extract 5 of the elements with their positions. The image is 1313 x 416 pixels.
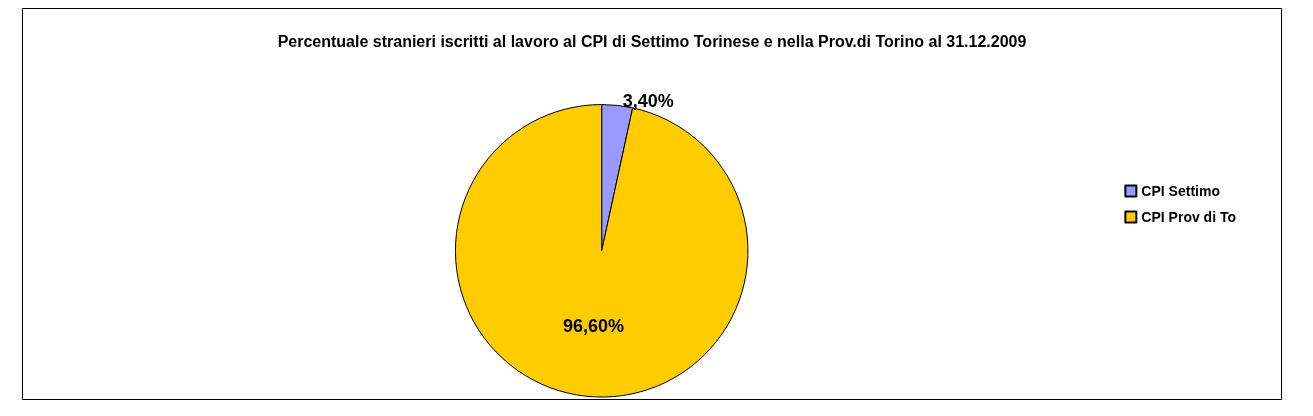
data-label: 3,40% <box>622 91 674 112</box>
legend-label: CPI Settimo <box>1141 183 1220 199</box>
chart-title: Percentuale stranieri iscritti al lavoro al CPI di Settimo Torinese e nella Prov.di Torino al 31.12.2009 <box>277 32 1027 50</box>
data-label: 96,60% <box>563 316 625 337</box>
legend-label: CPI Prov di To <box>1141 209 1236 225</box>
